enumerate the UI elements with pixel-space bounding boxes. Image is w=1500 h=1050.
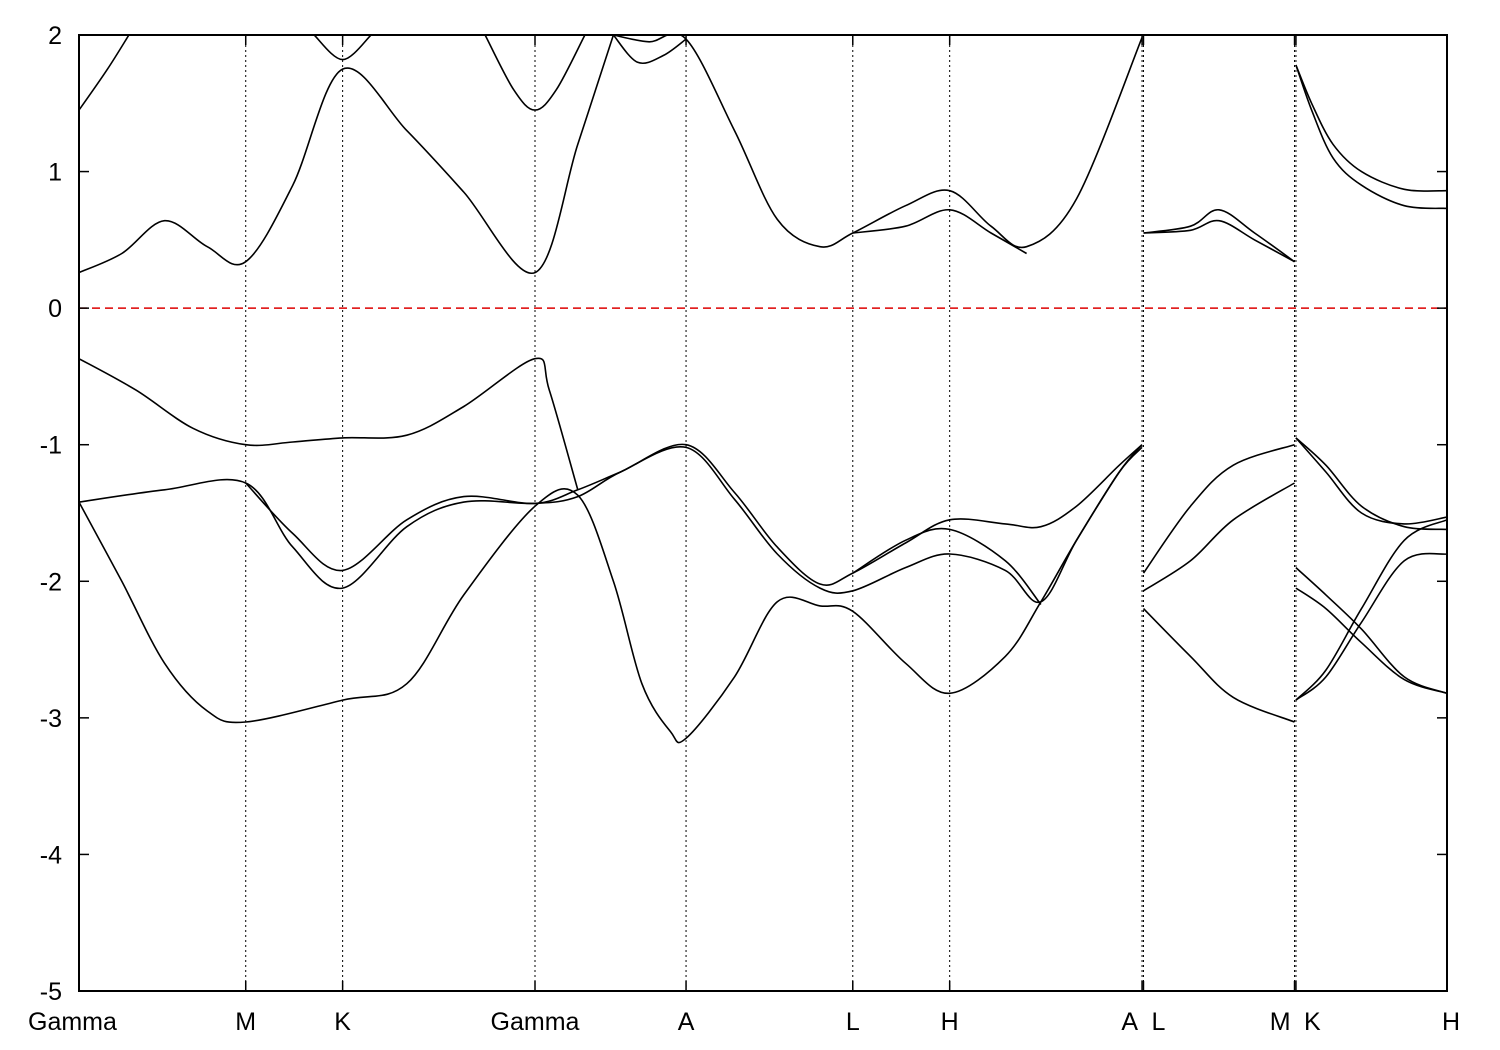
band-curve <box>1295 587 1447 695</box>
band-curve <box>1295 519 1447 701</box>
band-curve <box>1295 64 1447 192</box>
x-tick-label: A <box>678 1008 695 1036</box>
x-tick-label: K <box>1304 1008 1321 1036</box>
band-curve <box>484 35 586 111</box>
plot-frame <box>78 34 1448 992</box>
band-curve <box>79 357 579 491</box>
x-tick-label: L <box>1151 1008 1165 1036</box>
band-curve <box>1295 437 1447 525</box>
x-tick-label: K <box>334 1008 351 1036</box>
band-curve <box>852 527 1042 606</box>
band-curve <box>1295 64 1447 210</box>
band-curve <box>79 445 1143 604</box>
x-tick-label: Gamma <box>491 1008 580 1036</box>
band-curve <box>79 35 615 274</box>
band-curve <box>612 35 687 65</box>
band-curve <box>1295 567 1447 695</box>
y-tick-label: -3 <box>40 705 62 733</box>
y-tick-label: -1 <box>40 432 62 460</box>
x-tick-label: M <box>1270 1008 1291 1036</box>
x-axis: Gamma M K Gamma A L H A L M K H <box>28 35 1460 1036</box>
x-tick-label: Gamma <box>28 1008 117 1036</box>
band-curve <box>1142 608 1295 723</box>
y-tick-label: -5 <box>40 978 62 1006</box>
x-tick-label: H <box>941 1008 959 1036</box>
band-curves <box>79 35 1447 744</box>
y-tick-label: -2 <box>40 568 62 596</box>
x-tick-label: M <box>235 1008 256 1036</box>
band-curve <box>1143 482 1295 592</box>
x-tick-label: L <box>846 1008 860 1036</box>
x-tick-label: H <box>1442 1008 1460 1036</box>
band-curve <box>852 208 1027 255</box>
band-curve <box>613 35 1143 249</box>
band-curve <box>313 35 372 61</box>
band-curve <box>245 443 1143 586</box>
y-tick-label: -4 <box>40 841 62 869</box>
y-tick-label: 2 <box>48 22 62 50</box>
band-curve <box>1143 208 1295 263</box>
band-curve <box>79 35 130 111</box>
y-axis: -5 -4 -3 -2 -1 0 1 2 <box>40 22 1447 1006</box>
high-symmetry-lines <box>245 35 1297 991</box>
band-curve <box>1295 437 1447 531</box>
y-tick-label: 1 <box>48 159 62 187</box>
band-curve <box>1295 552 1447 701</box>
y-tick-label: 0 <box>48 295 62 323</box>
band-curve <box>79 444 1143 744</box>
band-curve <box>1142 443 1295 574</box>
x-tick-label: A <box>1121 1008 1138 1036</box>
band-curve <box>1143 219 1295 263</box>
